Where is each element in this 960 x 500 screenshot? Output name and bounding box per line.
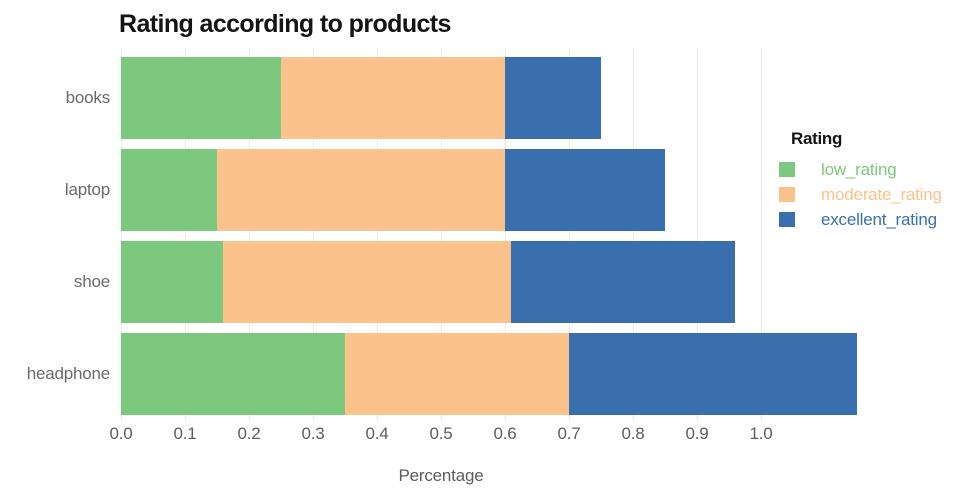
gridline-0.1 — [184, 48, 186, 421]
bar-row-shoe — [121, 241, 860, 323]
x-tick-label-0.6: 0.6 — [493, 424, 517, 443]
y-axis-label-laptop: laptop — [64, 180, 110, 199]
gridline-0.8 — [632, 48, 634, 421]
bar-segment-books-low_rating — [121, 57, 281, 139]
chart-title: Rating according to products — [119, 10, 451, 38]
plot-area — [120, 48, 860, 421]
bar-segment-shoe-low_rating — [121, 241, 224, 323]
legend-label-excellent_rating: excellent_rating — [821, 209, 937, 229]
legend-item-low_rating: low_rating — [779, 157, 942, 182]
legend-items: low_rating moderate_rating excellent_ratin… — [779, 157, 942, 232]
x-tick-label-1.0: 1.0 — [749, 424, 773, 443]
x-axis-title: Percentage — [398, 466, 484, 485]
bar-segment-laptop-excellent_rating — [505, 149, 665, 231]
y-axis-label-books: books — [65, 88, 111, 107]
bar-segment-headphone-moderate_rating — [345, 333, 569, 415]
legend: Rating low_rating moderate_rating excellen… — [779, 128, 942, 232]
bar-segment-headphone-low_rating — [121, 333, 345, 415]
legend-item-moderate_rating: moderate_rating — [779, 182, 942, 207]
bar-segment-books-moderate_rating — [281, 57, 505, 139]
legend-swatch-low_rating — [779, 162, 795, 177]
x-tick-label-0.2: 0.2 — [237, 424, 261, 443]
bar-segment-laptop-low_rating — [121, 149, 217, 231]
legend-swatch-moderate_rating — [779, 187, 795, 202]
bar-segment-laptop-moderate_rating — [217, 149, 505, 231]
x-tick-label-0.5: 0.5 — [429, 424, 453, 443]
gridline-0.5 — [440, 48, 442, 421]
y-axis-label-shoe: shoe — [73, 272, 110, 291]
gridline-0.2 — [248, 48, 250, 421]
x-tick-label-0.1: 0.1 — [173, 424, 197, 443]
bar-segment-headphone-excellent_rating — [569, 333, 857, 415]
gridline-0.3 — [312, 48, 314, 421]
bar-row-books — [121, 57, 860, 139]
x-tick-label-0.3: 0.3 — [301, 424, 325, 443]
legend-swatch-excellent_rating — [779, 212, 795, 227]
bar-segment-shoe-moderate_rating — [223, 241, 512, 323]
x-tick-label-0.8: 0.8 — [621, 424, 645, 443]
x-tick-label-0.4: 0.4 — [365, 424, 389, 443]
bar-segment-books-excellent_rating — [505, 57, 601, 139]
x-tick-label-0.0: 0.0 — [109, 424, 133, 443]
bar-row-laptop — [121, 149, 860, 231]
legend-item-excellent_rating: excellent_rating — [779, 207, 942, 232]
gridline-1.0 — [760, 48, 762, 421]
gridline-0.9 — [696, 48, 698, 421]
x-tick-label-0.9: 0.9 — [685, 424, 709, 443]
bar-segment-shoe-excellent_rating — [511, 241, 736, 323]
gridline-0.7 — [568, 48, 570, 421]
gridline-0.4 — [376, 48, 378, 421]
y-axis-label-headphone: headphone — [26, 364, 110, 383]
legend-label-low_rating: low_rating — [821, 159, 897, 179]
legend-title: Rating — [791, 129, 843, 148]
x-tick-label-0.7: 0.7 — [557, 424, 581, 443]
legend-label-moderate_rating: moderate_rating — [821, 184, 942, 204]
gridline-0.0 — [120, 48, 122, 421]
bar-row-headphone — [121, 333, 860, 415]
gridline-0.6 — [504, 48, 506, 421]
